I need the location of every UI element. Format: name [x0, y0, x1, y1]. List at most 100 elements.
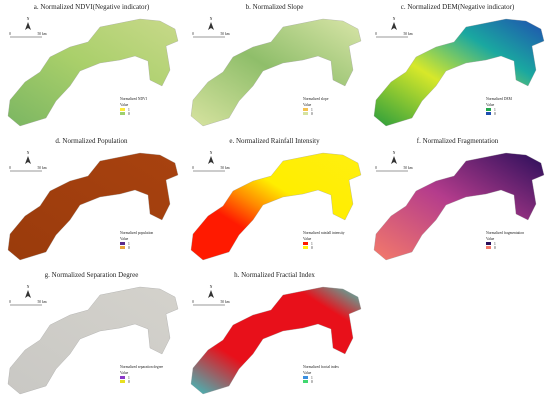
north-arrow	[208, 22, 214, 30]
map-panel: h. Normalized Fractial Index N 0 50 km Norma…	[190, 271, 362, 395]
legend-swatch	[120, 376, 125, 379]
legend-high: 1	[128, 376, 130, 380]
legend-swatch	[303, 246, 308, 249]
north-label: N	[27, 17, 30, 21]
north-arrow	[391, 156, 397, 164]
map-panel: b. Normalized Slope N 0 50 km Normalized slo…	[190, 3, 362, 127]
map-panel: d. Normalized Population N 0 50 km Normalize…	[7, 137, 179, 261]
legend-swatch	[486, 242, 491, 245]
panel-title: c. Normalized DEM(Negative indicator)	[401, 3, 515, 11]
north-label: N	[393, 151, 396, 155]
north-label: N	[393, 17, 396, 21]
legend-swatch	[303, 112, 308, 115]
scale-start: 0	[375, 32, 377, 36]
legend-high: 1	[494, 108, 496, 112]
region-map	[7, 18, 179, 127]
map-panel: f. Normalized Fragmentation N 0 50 km Normal…	[373, 137, 545, 261]
legend-low: 0	[311, 112, 313, 116]
legend-low: 0	[128, 246, 130, 250]
panel-title: g. Normalized Separation Degree	[45, 271, 139, 279]
scale-start: 0	[9, 166, 11, 170]
panel-title: a. Normalized NDVI(Negative indicator)	[34, 3, 150, 11]
region-map	[373, 18, 545, 127]
north-label: N	[210, 285, 213, 289]
legend-high: 1	[494, 242, 496, 246]
scale-end: 50 km	[220, 300, 229, 304]
legend-swatch	[303, 108, 308, 111]
legend-low: 0	[128, 380, 130, 384]
scale-end: 50 km	[220, 32, 229, 36]
legend-low: 0	[494, 112, 496, 116]
scale-start: 0	[192, 32, 194, 36]
map-panel: c. Normalized DEM(Negative indicator) N 0 5…	[373, 3, 545, 127]
panel-title: e. Normalized Rainfall Intensity	[229, 137, 320, 145]
legend-swatch	[486, 108, 491, 111]
region-map	[7, 152, 179, 261]
legend-value-label: Value	[486, 103, 495, 107]
panel-title: b. Normalized Slope	[246, 3, 304, 11]
north-arrow	[208, 290, 214, 298]
legend-title: Normalized slope	[303, 97, 329, 101]
region-map	[373, 152, 545, 261]
scale-end: 50 km	[220, 166, 229, 170]
legend-value-label: Value	[486, 237, 495, 241]
legend-low: 0	[311, 380, 313, 384]
legend-high: 1	[311, 376, 313, 380]
legend-high: 1	[311, 242, 313, 246]
legend-value-label: Value	[120, 103, 129, 107]
legend-low: 0	[311, 246, 313, 250]
legend-value-label: Value	[120, 371, 129, 375]
legend-swatch	[303, 380, 308, 383]
legend-title: Normalized fractal index	[303, 365, 339, 369]
north-label: N	[210, 17, 213, 21]
legend-title: Normalized fragmentation	[486, 231, 524, 235]
legend-low: 0	[128, 112, 130, 116]
legend-swatch	[120, 380, 125, 383]
panel-title: h. Normalized Fractial Index	[234, 271, 315, 279]
legend-swatch	[486, 246, 491, 249]
north-arrow	[25, 22, 31, 30]
scale-start: 0	[9, 32, 11, 36]
legend-value-label: Value	[120, 237, 129, 241]
scale-start: 0	[192, 300, 194, 304]
region-map	[7, 286, 179, 395]
legend-swatch	[303, 376, 308, 379]
region-map	[190, 152, 362, 261]
legend-value-label: Value	[303, 237, 312, 241]
north-arrow	[25, 290, 31, 298]
north-arrow	[25, 156, 31, 164]
map-panel: g. Normalized Separation Degree N 0 50 km No…	[7, 271, 179, 395]
legend-swatch	[486, 112, 491, 115]
region-map	[190, 18, 362, 127]
panel-title: d. Normalized Population	[55, 137, 128, 145]
legend-title: Normalized separation degree	[120, 365, 164, 369]
legend-swatch	[120, 112, 125, 115]
legend-high: 1	[311, 108, 313, 112]
north-label: N	[27, 285, 30, 289]
legend-value-label: Value	[303, 103, 312, 107]
scale-start: 0	[375, 166, 377, 170]
legend-high: 1	[128, 242, 130, 246]
scale-end: 50 km	[403, 32, 412, 36]
north-label: N	[27, 151, 30, 155]
legend-swatch	[120, 242, 125, 245]
legend-swatch	[303, 242, 308, 245]
legend-high: 1	[128, 108, 130, 112]
scale-end: 50 km	[37, 300, 46, 304]
map-panel: e. Normalized Rainfall Intensity N 0 50 km N…	[190, 137, 362, 261]
legend-title: Normalized NDVI	[120, 97, 148, 101]
scale-end: 50 km	[37, 166, 46, 170]
legend-low: 0	[494, 246, 496, 250]
scale-start: 0	[9, 300, 11, 304]
region-map	[190, 286, 362, 395]
legend-title: Normalized population	[120, 231, 153, 235]
legend-swatch	[120, 246, 125, 249]
panel-title: f. Normalized Fragmentation	[417, 137, 499, 145]
legend-title: Normalized DEM	[486, 97, 513, 101]
map-panel: a. Normalized NDVI(Negative indicator) N 0…	[7, 3, 179, 127]
legend-swatch	[120, 108, 125, 111]
north-label: N	[210, 151, 213, 155]
legend-title: Normalized rainfall intensity	[303, 231, 345, 235]
north-arrow	[391, 22, 397, 30]
